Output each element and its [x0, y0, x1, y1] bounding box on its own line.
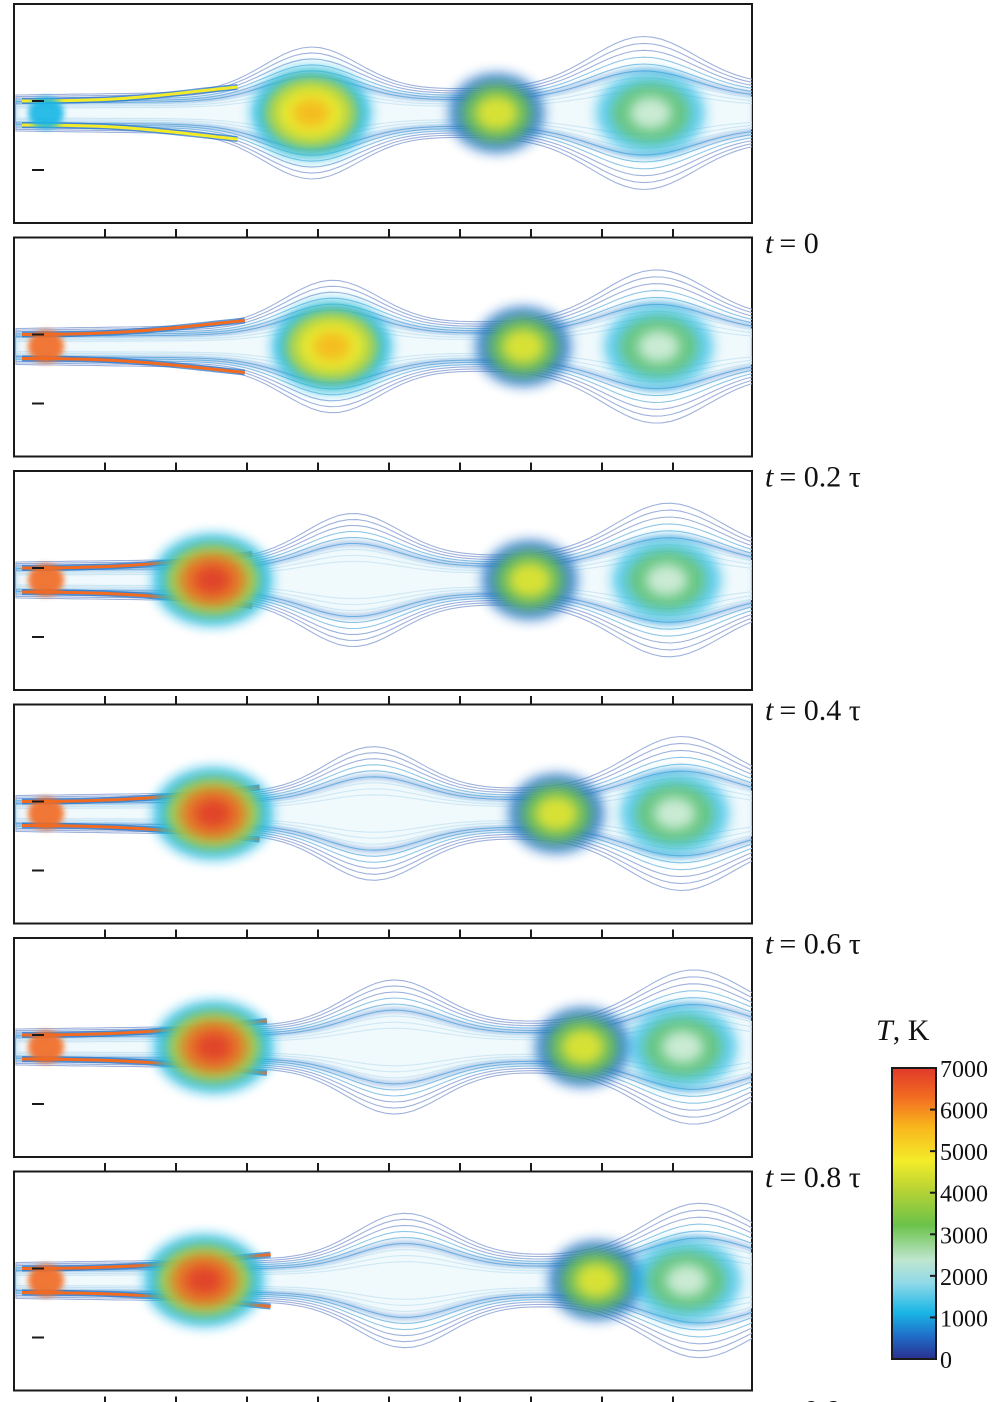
colorbar-tick-label: 3000	[940, 1223, 988, 1249]
inner-core	[16, 776, 752, 851]
panel-1: t = 0	[13, 3, 819, 260]
warm-region	[561, 1029, 605, 1065]
contour-line	[15, 296, 752, 397]
warm-region	[475, 95, 519, 131]
time-label: t = 0.4 τ	[765, 694, 861, 727]
inner-core	[16, 1243, 752, 1318]
far-field-region	[645, 564, 688, 596]
time-value: = 0	[779, 227, 818, 260]
panel-2: t = 0.2 τ	[13, 236, 861, 494]
contour-line	[15, 42, 752, 184]
shear-layer-hot	[21, 85, 238, 103]
nozzle-exit	[28, 797, 64, 830]
hot-region	[313, 332, 351, 361]
inner-core	[16, 76, 752, 150]
warm-region	[534, 795, 578, 832]
contour-line	[15, 49, 752, 177]
time-label: t = 0.2 τ	[765, 461, 861, 494]
far-field-region	[629, 97, 672, 129]
time-value: = 0.4 τ	[779, 694, 860, 727]
nozzle-exit	[28, 1264, 64, 1297]
time-label: t = 0.8 τ	[765, 1161, 861, 1194]
time-label: t = 0	[765, 227, 819, 260]
colorbar-tick-label: 4000	[940, 1182, 988, 1208]
cold-boundary-band	[14, 302, 752, 391]
hot-region	[194, 799, 232, 828]
time-variable: t	[765, 1161, 774, 1194]
colorbar-tick-label: 7000	[940, 1057, 988, 1083]
panels-group: t= 0t= 0.2 τt= 0.4 τt= 0.6 τt= 0.8 τt= 0…	[13, 3, 861, 1402]
colorbar-title: T, K	[876, 1014, 930, 1047]
time-label: t = 0.6 τ	[765, 928, 861, 961]
time-variable: t	[765, 694, 774, 727]
nozzle-exit	[28, 1031, 64, 1063]
colorbar-tick-label: 0	[940, 1348, 952, 1374]
warm-region	[508, 562, 552, 598]
contour-line	[15, 269, 752, 424]
panel-5: t = 0.8 τ	[13, 937, 861, 1194]
hot-region	[194, 566, 231, 594]
inner-core	[16, 543, 752, 617]
shear-layer-hot	[21, 357, 245, 374]
time-value: = 0.8 τ	[779, 1161, 860, 1194]
inner-core	[16, 1010, 752, 1084]
temperature-field	[14, 269, 752, 424]
colorbar-ticks: 7000 6000 5000 4000 3000 2000 1000 0	[930, 1057, 988, 1374]
far-field-region	[653, 797, 696, 830]
contour-line	[15, 290, 752, 403]
hot-region	[195, 1033, 233, 1061]
temperature-field	[14, 1202, 752, 1359]
temperature-field	[14, 35, 752, 191]
shear-layer-hot	[21, 123, 238, 141]
shear-layer-hot	[21, 319, 245, 336]
time-value: = 0.9 τ	[779, 1395, 860, 1402]
contour-line	[15, 56, 752, 170]
contour-line	[15, 283, 752, 410]
contour-line	[15, 1202, 752, 1359]
colorbar-tick-label: 5000	[940, 1140, 988, 1166]
temperature-field	[14, 502, 752, 658]
time-label: t = 0.9 τ	[765, 1395, 861, 1402]
nozzle-exit	[28, 97, 64, 129]
far-field-region	[637, 330, 680, 363]
time-variable: t	[765, 1395, 774, 1402]
panel-6: t = 0.9 τ	[13, 1170, 861, 1402]
colorbar-tick-label: 6000	[940, 1099, 988, 1125]
contour-line	[15, 63, 752, 163]
hot-region	[185, 1266, 223, 1295]
colorbar-tick-label: 1000	[940, 1306, 988, 1332]
time-variable: t	[765, 227, 774, 260]
contour-line	[15, 276, 752, 417]
warm-region	[501, 328, 545, 365]
panel-4: t = 0.6 τ	[13, 703, 861, 961]
nozzle-exit	[28, 330, 64, 363]
far-field-region	[665, 1264, 708, 1297]
nozzle-exit	[28, 564, 64, 596]
panel-3: t = 0.4 τ	[13, 470, 861, 727]
cold-boundary-band	[14, 68, 752, 158]
far-field-region	[661, 1031, 704, 1063]
temperature-field	[14, 969, 752, 1125]
time-variable: t	[765, 461, 774, 494]
colorbar-title-var: T	[876, 1014, 895, 1047]
warm-region	[574, 1262, 618, 1299]
time-variable: t	[765, 928, 774, 961]
colorbar-bar	[891, 1067, 937, 1360]
colorbar-title-unit: , K	[893, 1014, 930, 1047]
hot-region	[293, 99, 330, 127]
colorbar-tick-label: 2000	[940, 1265, 988, 1291]
temperature-field	[14, 735, 752, 892]
time-value: = 0.6 τ	[779, 928, 860, 961]
time-value: = 0.2 τ	[779, 461, 860, 494]
contour-line	[15, 35, 752, 191]
colorbar: T, K 7000 6000 5000 4000 3000 2000 1000 0	[876, 1014, 988, 1374]
